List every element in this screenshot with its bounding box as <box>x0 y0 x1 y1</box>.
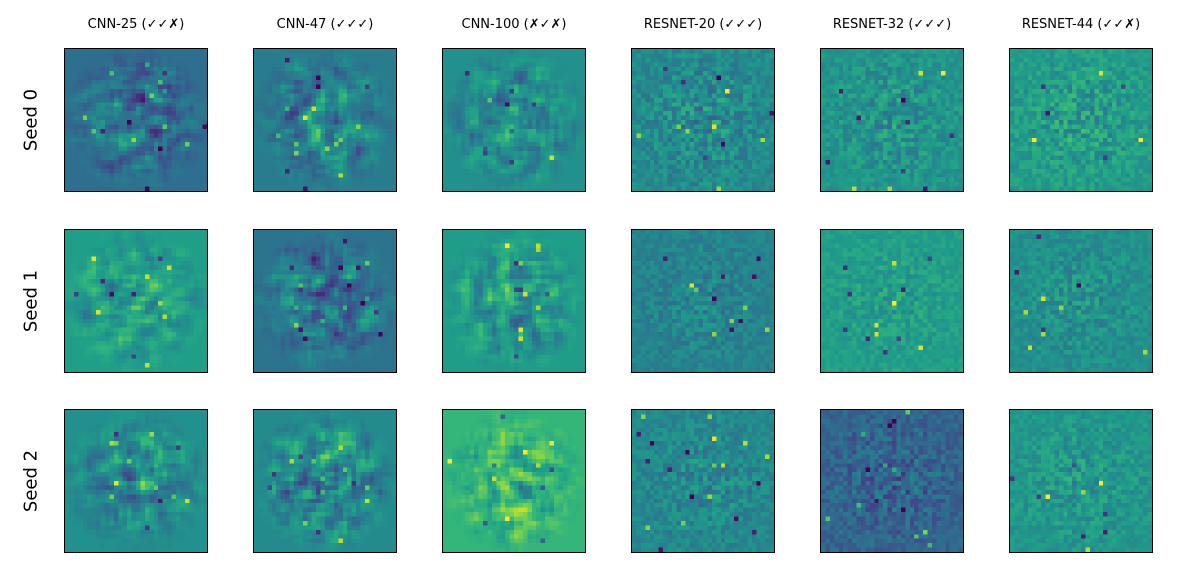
heatmap-image <box>443 410 585 552</box>
column-title: RESNET-44 (✓✓✗) <box>1021 17 1141 32</box>
heatmap-panel <box>253 48 397 192</box>
heatmap-panel <box>820 409 964 553</box>
heatmap-panel <box>1009 48 1153 192</box>
heatmap-panel <box>442 409 586 553</box>
row-label: Seed 1 <box>20 269 42 333</box>
heatmap-image <box>254 49 396 191</box>
heatmap-image <box>443 230 585 372</box>
column-title: RESNET-20 (✓✓✓) <box>643 17 763 32</box>
heatmap-panel <box>253 229 397 373</box>
heatmap-image <box>65 230 207 372</box>
row-label: Seed 0 <box>20 88 42 152</box>
heatmap-panel <box>253 409 397 553</box>
heatmap-panel <box>820 229 964 373</box>
heatmap-panel <box>631 229 775 373</box>
heatmap-panel <box>442 48 586 192</box>
heatmap-image <box>1010 49 1152 191</box>
column-title: RESNET-32 (✓✓✓) <box>832 17 952 32</box>
heatmap-panel <box>64 409 208 553</box>
heatmap-image <box>65 49 207 191</box>
heatmap-panel <box>1009 409 1153 553</box>
heatmap-image <box>1010 230 1152 372</box>
heatmap-image <box>254 410 396 552</box>
heatmap-image <box>632 410 774 552</box>
heatmap-image <box>821 49 963 191</box>
heatmap-image <box>65 410 207 552</box>
heatmap-panel <box>820 48 964 192</box>
heatmap-image <box>443 49 585 191</box>
heatmap-image <box>1010 410 1152 552</box>
heatmap-image <box>821 230 963 372</box>
heatmap-image <box>632 49 774 191</box>
row-label: Seed 2 <box>20 449 42 513</box>
column-title: CNN-47 (✓✓✓) <box>276 17 374 32</box>
heatmap-image <box>632 230 774 372</box>
heatmap-panel <box>64 229 208 373</box>
heatmap-panel <box>631 48 775 192</box>
heatmap-panel <box>442 229 586 373</box>
heatmap-panel <box>64 48 208 192</box>
heatmap-panel <box>1009 229 1153 373</box>
heatmap-panel <box>631 409 775 553</box>
column-title: CNN-100 (✗✓✗) <box>461 17 567 32</box>
column-title: CNN-25 (✓✓✗) <box>87 17 185 32</box>
heatmap-image <box>254 230 396 372</box>
heatmap-image <box>821 410 963 552</box>
